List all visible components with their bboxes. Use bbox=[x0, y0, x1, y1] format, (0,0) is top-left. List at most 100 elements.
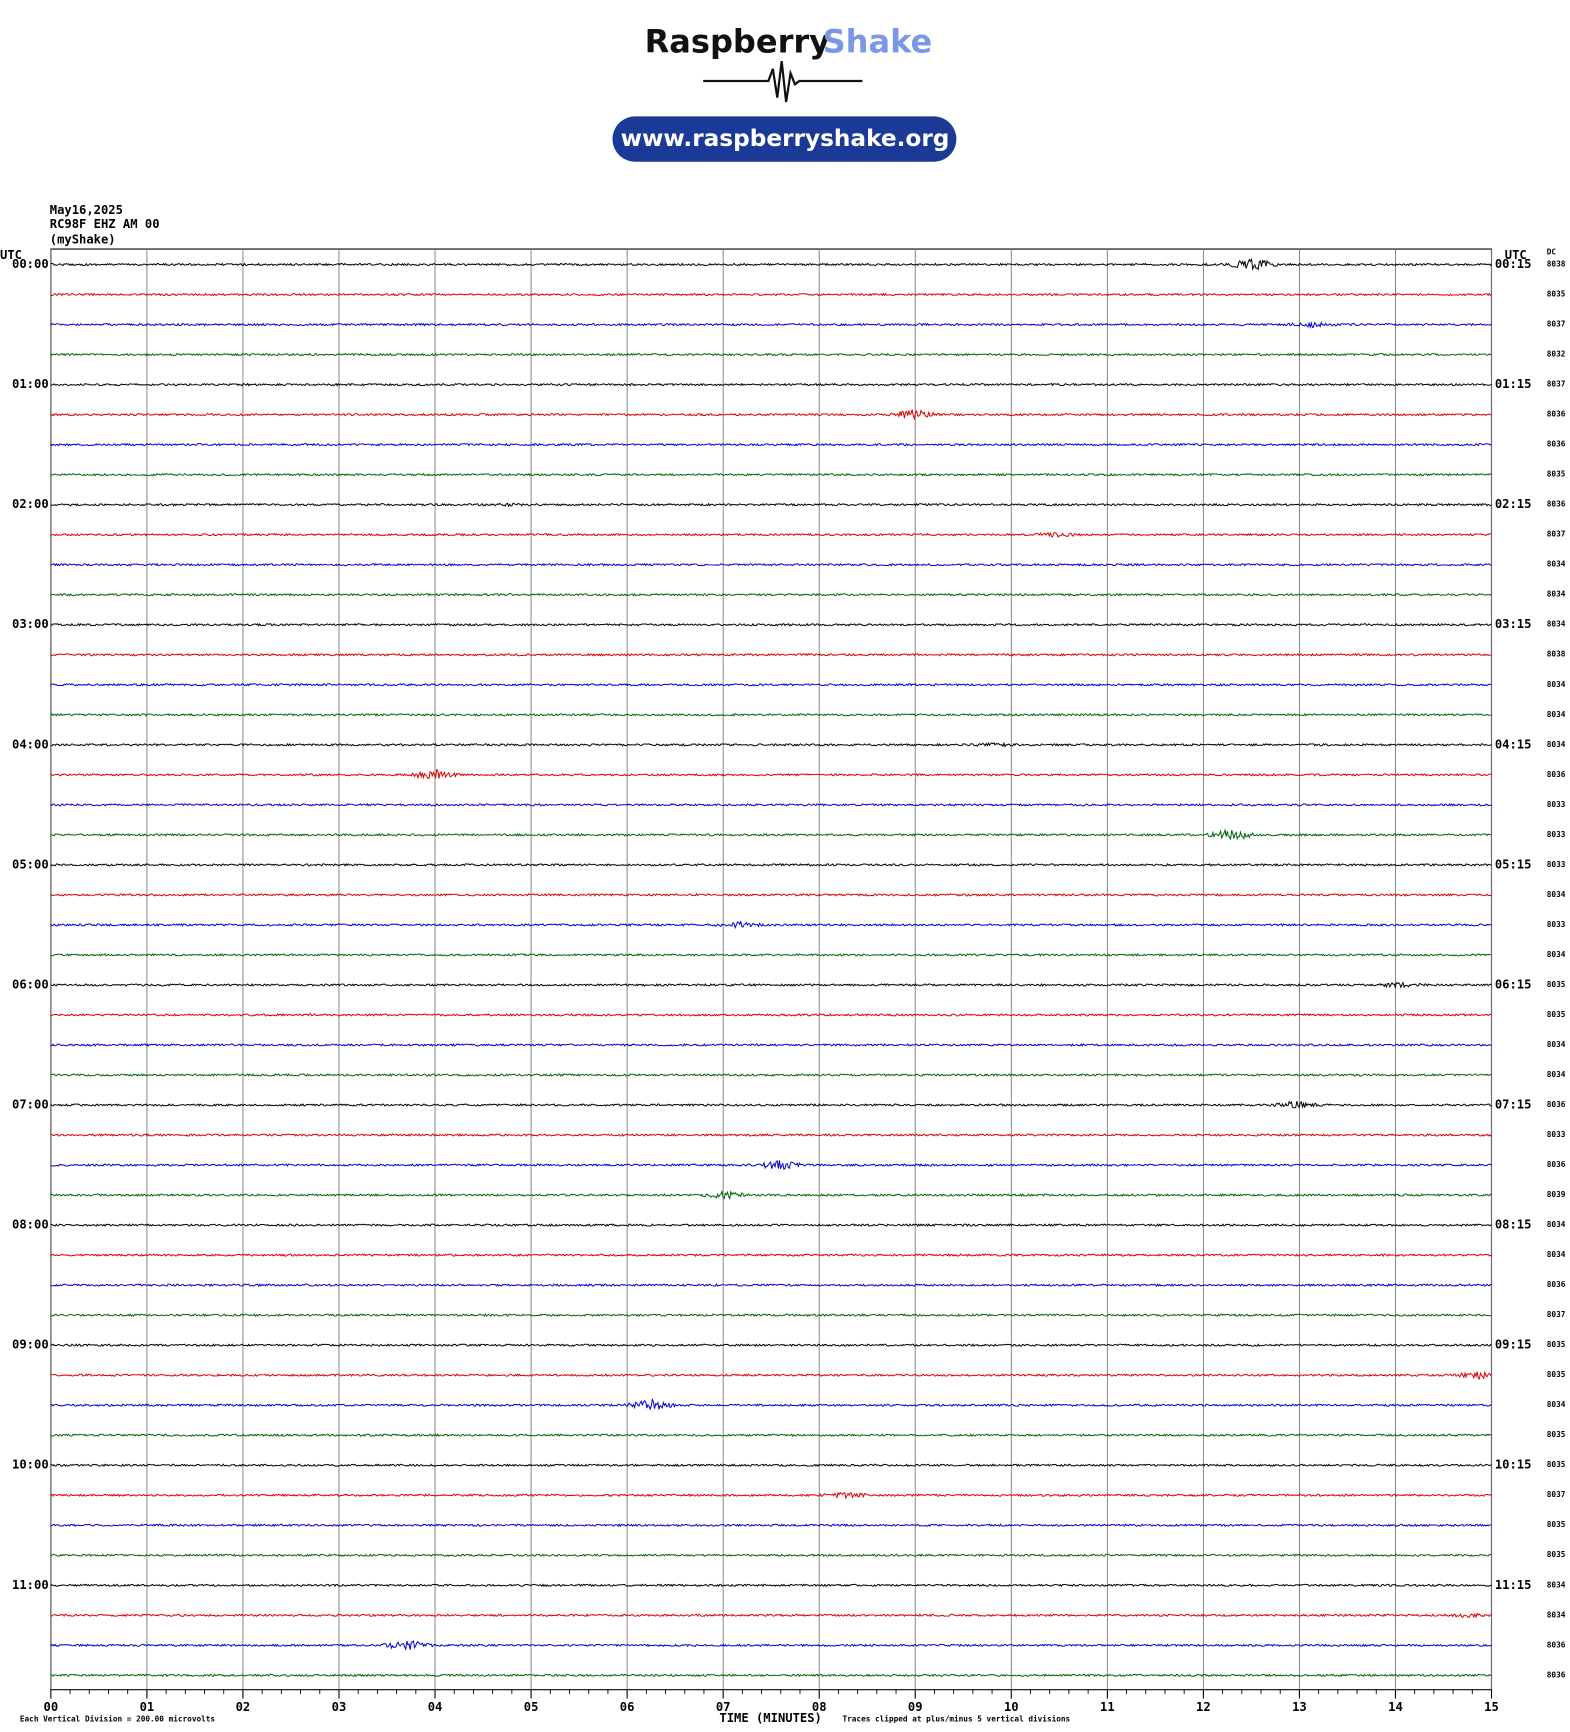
trace bbox=[50, 1583, 1492, 1588]
x-tick-label: 08 bbox=[812, 1700, 827, 1714]
dc-value: 8034 bbox=[1547, 590, 1566, 599]
trace bbox=[50, 1397, 1492, 1411]
trace bbox=[50, 382, 1492, 387]
trace bbox=[50, 1343, 1492, 1347]
trace bbox=[50, 1370, 1492, 1380]
left-axis-title: UTC bbox=[0, 248, 22, 262]
dc-value: 8032 bbox=[1547, 350, 1566, 359]
trace bbox=[50, 741, 1492, 748]
trace bbox=[50, 292, 1492, 297]
dc-value: 8036 bbox=[1547, 770, 1566, 779]
trace bbox=[50, 952, 1492, 957]
dc-value: 8034 bbox=[1547, 680, 1566, 689]
dc-value: 8033 bbox=[1547, 830, 1566, 839]
date: May16,2025 bbox=[50, 203, 123, 217]
dc-value: 8034 bbox=[1547, 1040, 1566, 1049]
right-time-label: 09:15 bbox=[1495, 1338, 1532, 1352]
trace bbox=[50, 1072, 1492, 1077]
dc-value: 8034 bbox=[1547, 1220, 1566, 1229]
left-time-label: 03:00 bbox=[12, 617, 49, 631]
trace bbox=[50, 1463, 1492, 1468]
trace bbox=[50, 1189, 1492, 1201]
dc-value: 8039 bbox=[1547, 1190, 1566, 1199]
left-time-label: 05:00 bbox=[12, 857, 49, 871]
x-tick-label: 05 bbox=[524, 1700, 539, 1714]
dc-value: 8035 bbox=[1547, 1370, 1566, 1379]
trace bbox=[50, 1013, 1492, 1017]
left-time-label: 01:00 bbox=[12, 377, 49, 391]
left-time-label: 02:00 bbox=[12, 497, 49, 511]
trace bbox=[50, 352, 1492, 357]
right-time-label: 08:15 bbox=[1495, 1218, 1532, 1232]
x-tick-label: 00 bbox=[44, 1700, 59, 1714]
right-time-label: 06:15 bbox=[1495, 977, 1532, 991]
left-time-label: 07:00 bbox=[12, 1098, 49, 1112]
trace bbox=[50, 409, 1492, 421]
right-time-label: 04:15 bbox=[1495, 737, 1532, 751]
trace bbox=[50, 1523, 1492, 1528]
right-time-label: 07:15 bbox=[1495, 1098, 1532, 1112]
url: www.raspberryshake.org bbox=[621, 125, 950, 152]
trace bbox=[50, 1553, 1492, 1558]
trace bbox=[50, 892, 1492, 897]
dc-value: 8034 bbox=[1547, 1580, 1566, 1589]
trace bbox=[50, 531, 1492, 538]
dc-value: 8037 bbox=[1547, 1310, 1566, 1319]
dc-value: 8034 bbox=[1547, 1250, 1566, 1259]
x-tick-label: 04 bbox=[428, 1700, 443, 1714]
trace bbox=[50, 981, 1492, 989]
url-pill bbox=[612, 116, 957, 162]
trace bbox=[50, 768, 1492, 780]
dc-value: 8037 bbox=[1547, 530, 1566, 539]
right-time-label: 01:15 bbox=[1495, 377, 1532, 391]
x-tick-label: 07 bbox=[716, 1700, 731, 1714]
trace bbox=[50, 592, 1492, 597]
x-tick-label: 10 bbox=[1004, 1700, 1019, 1714]
dc-value: 8034 bbox=[1547, 950, 1566, 959]
x-tick-label: 06 bbox=[620, 1700, 635, 1714]
trace bbox=[50, 712, 1492, 717]
brand-accent: Shake bbox=[823, 22, 933, 60]
dc-value: 8037 bbox=[1547, 380, 1566, 389]
trace bbox=[50, 442, 1492, 447]
x-tick-label: 02 bbox=[236, 1700, 251, 1714]
trace bbox=[50, 1043, 1492, 1047]
trace bbox=[50, 802, 1492, 807]
trace bbox=[50, 321, 1492, 329]
right-time-label: 10:15 bbox=[1495, 1458, 1532, 1472]
trace bbox=[50, 1253, 1492, 1258]
left-time-label: 09:00 bbox=[12, 1338, 49, 1352]
logo-wave bbox=[703, 60, 863, 103]
dc-value: 8035 bbox=[1547, 1460, 1566, 1469]
dc-value: 8033 bbox=[1547, 800, 1566, 809]
dc-value: 8034 bbox=[1547, 890, 1566, 899]
x-tick-label: 11 bbox=[1100, 1700, 1115, 1714]
trace bbox=[50, 502, 1492, 508]
footer-right: Traces clipped at plus/minus 5 vertical … bbox=[842, 1715, 1070, 1724]
right-axis-title: UTC bbox=[1505, 248, 1527, 262]
dc-value: 8036 bbox=[1547, 1160, 1566, 1169]
x-tick-label: 14 bbox=[1388, 1700, 1403, 1714]
brand: Raspberry bbox=[645, 22, 831, 60]
trace bbox=[50, 652, 1492, 657]
x-tick-label: 12 bbox=[1196, 1700, 1211, 1714]
trace bbox=[50, 1283, 1492, 1288]
dc-value: 8036 bbox=[1547, 1640, 1566, 1649]
right-time-label: 02:15 bbox=[1495, 497, 1532, 511]
trace bbox=[50, 257, 1492, 272]
right-time-label: 11:15 bbox=[1495, 1578, 1532, 1592]
left-time-label: 08:00 bbox=[12, 1218, 49, 1232]
dc-value: 8035 bbox=[1547, 1430, 1566, 1439]
x-tick-label: 01 bbox=[140, 1700, 155, 1714]
x-tick-label: 15 bbox=[1484, 1700, 1499, 1714]
trace bbox=[50, 1223, 1492, 1228]
trace bbox=[50, 1133, 1492, 1137]
dc-value: 8035 bbox=[1547, 1550, 1566, 1559]
left-time-label: 04:00 bbox=[12, 737, 49, 751]
trace bbox=[50, 1491, 1492, 1500]
dc-value: 8035 bbox=[1547, 290, 1566, 299]
left-time-label: 00:00 bbox=[12, 257, 49, 271]
trace bbox=[50, 622, 1492, 627]
dc-value: 8037 bbox=[1547, 1490, 1566, 1499]
